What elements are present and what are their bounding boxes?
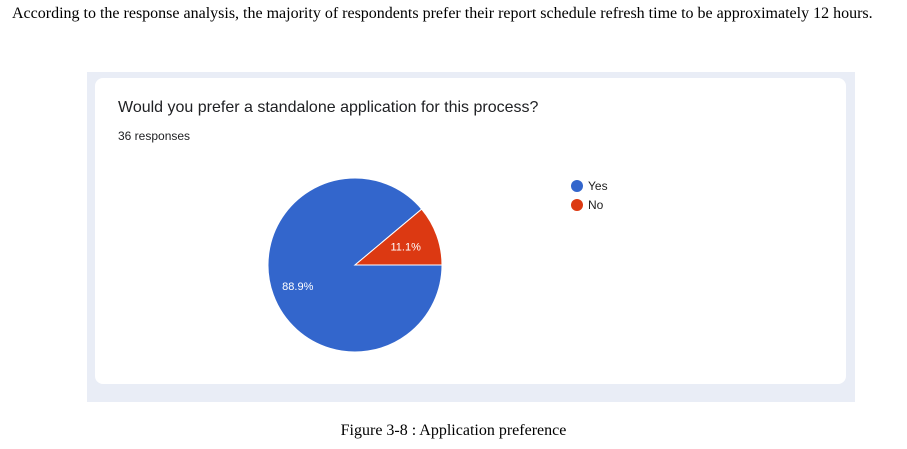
chart-legend: Yes No (571, 176, 608, 214)
legend-swatch-yes (571, 179, 583, 192)
pie-slice-yes (267, 177, 443, 353)
legend-item-no: No (571, 195, 608, 214)
legend-swatch-no (571, 198, 583, 211)
question-title: Would you prefer a standalone applicatio… (118, 99, 539, 116)
question-card: Would you prefer a standalone applicatio… (95, 78, 846, 384)
pie-label-no: 11.1% (391, 242, 422, 254)
legend-item-yes: Yes (571, 176, 608, 195)
pie-label-yes: 88.9% (282, 281, 313, 293)
pie-chart: 88.9% 11.1% (267, 177, 443, 353)
pie-slice-no (353, 208, 443, 266)
legend-label-no: No (588, 197, 604, 212)
intro-paragraph: According to the response analysis, the … (12, 5, 873, 22)
response-count: 36 responses (118, 129, 191, 143)
form-summary-frame: Would you prefer a standalone applicatio… (87, 72, 855, 402)
legend-label-yes: Yes (588, 178, 608, 193)
figure-caption: Figure 3-8 : Application preference (340, 422, 567, 439)
